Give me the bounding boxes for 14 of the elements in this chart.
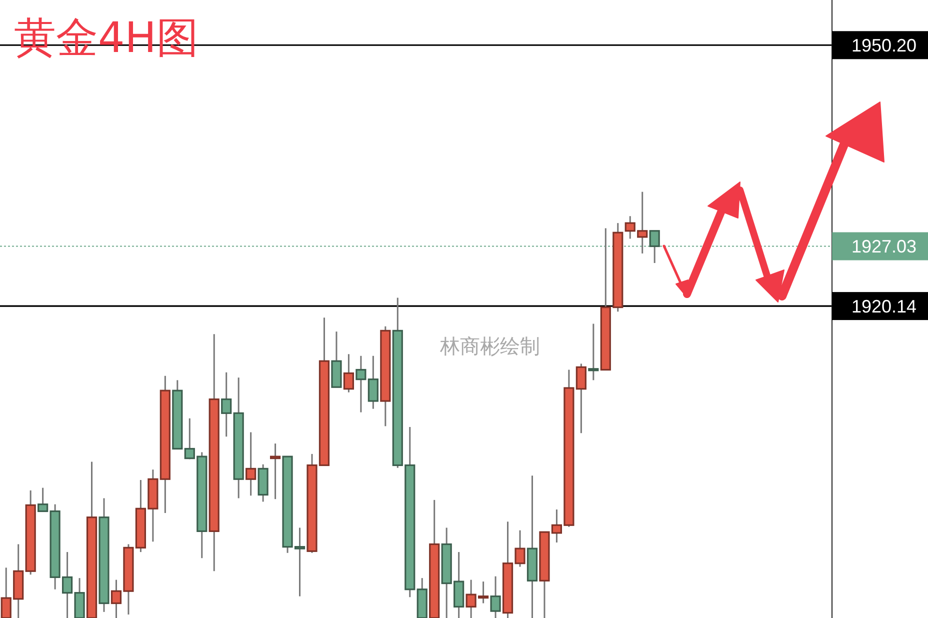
- candlestick: [490, 576, 501, 618]
- candlestick: [221, 372, 232, 438]
- candlestick: [588, 323, 599, 381]
- candlestick: [356, 355, 366, 414]
- candlestick: [576, 362, 586, 434]
- y-tick-label: 1927.03: [851, 236, 917, 257]
- candlestick: [38, 487, 48, 512]
- candlestick: [246, 432, 256, 496]
- candlestick: [368, 355, 378, 410]
- candlestick: [343, 353, 354, 394]
- annotation: 林商彬绘制: [439, 334, 540, 358]
- y-tick-label: 1920.14: [851, 296, 917, 316]
- candlestick: [270, 442, 281, 500]
- y-tick-label: 1950.20: [851, 35, 917, 56]
